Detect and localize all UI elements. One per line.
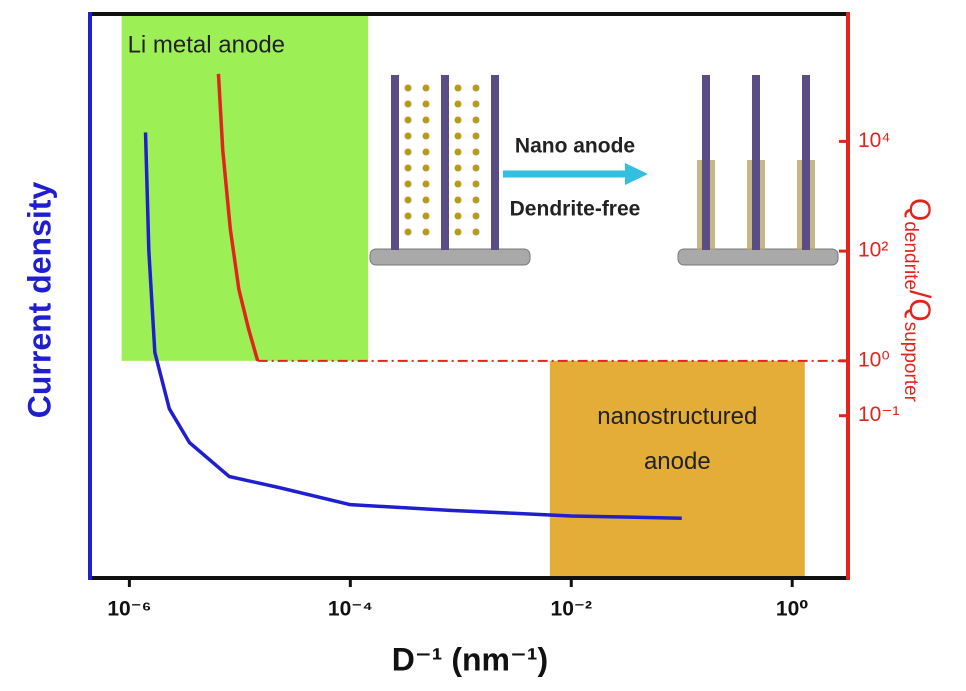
li-dot	[473, 101, 480, 108]
annotation: Nano anode	[515, 135, 635, 158]
pillar	[491, 75, 499, 250]
li-dot	[405, 149, 412, 156]
li-dot	[423, 197, 430, 204]
li-dot	[423, 101, 430, 108]
x-tick-label: 10⁻²	[551, 598, 592, 621]
li-dot	[405, 117, 412, 124]
li-dot	[473, 181, 480, 188]
li-dot	[423, 85, 430, 92]
li-dot	[473, 149, 480, 156]
li-dot	[455, 229, 462, 236]
li-dot	[455, 181, 462, 188]
pillar	[752, 75, 760, 250]
pillar	[441, 75, 449, 250]
x-axis-title: D⁻¹ (nm⁻¹)	[392, 641, 548, 677]
li-dot	[423, 229, 430, 236]
chart: Li metal anode nanostructured anode Nano a…	[0, 0, 966, 691]
li-dot	[455, 149, 462, 156]
li-dot	[473, 133, 480, 140]
li-dot	[423, 165, 430, 172]
li-dot	[405, 101, 412, 108]
y-axis-title: Current density	[21, 182, 57, 419]
li-dot	[405, 197, 412, 204]
li-dot	[455, 197, 462, 204]
li-dot	[423, 181, 430, 188]
li-dot	[405, 213, 412, 220]
y2-tick-label: 10⁴	[858, 129, 890, 152]
li-dot	[473, 117, 480, 124]
li-dot	[423, 133, 430, 140]
region-label: nanostructured	[597, 403, 757, 430]
li-dot	[405, 229, 412, 236]
y2-title-part: Q	[903, 198, 936, 221]
base-rod	[370, 249, 530, 265]
y2-tick-label: 10⁻¹	[858, 403, 899, 426]
y2-title-subscript: dendrite	[900, 221, 921, 290]
li-dot	[405, 165, 412, 172]
region-label: anode	[644, 448, 711, 475]
y2-axis-title: Qdendrite/Qsupporter	[900, 198, 936, 403]
base-rod	[678, 249, 838, 265]
x-tick-label: 10⁻⁶	[107, 598, 151, 621]
y2-title-subscript: supporter	[900, 322, 921, 403]
li-dot	[423, 149, 430, 156]
arrow-head	[625, 163, 648, 185]
li-dot	[455, 117, 462, 124]
x-tick-label: 10⁰	[776, 598, 809, 621]
y2-tick-label: 10⁰	[858, 348, 890, 371]
li-dot	[473, 213, 480, 220]
pillar	[802, 75, 810, 250]
li-dot	[473, 229, 480, 236]
pillar	[702, 75, 710, 250]
li-dot	[473, 197, 480, 204]
li-dot	[405, 181, 412, 188]
y2-title-part: /Q	[903, 290, 936, 322]
pillar	[391, 75, 399, 250]
y2-tick-label: 10²	[858, 239, 888, 262]
x-tick-label: 10⁻⁴	[328, 598, 373, 621]
page: Li metal anode nanostructured anode Nano a…	[0, 0, 966, 691]
li-dot	[405, 85, 412, 92]
li-dot	[455, 133, 462, 140]
li-dot	[473, 85, 480, 92]
li-dot	[423, 117, 430, 124]
li-dot	[455, 165, 462, 172]
annotation: Dendrite-free	[510, 198, 641, 221]
li-dot	[455, 213, 462, 220]
li-dot	[405, 133, 412, 140]
li-dot	[473, 165, 480, 172]
li-dot	[455, 101, 462, 108]
inset-schematic: Nano anode Dendrite-free	[370, 75, 838, 265]
li-dot	[423, 213, 430, 220]
li-dot	[455, 85, 462, 92]
region-label: Li metal anode	[128, 31, 285, 58]
